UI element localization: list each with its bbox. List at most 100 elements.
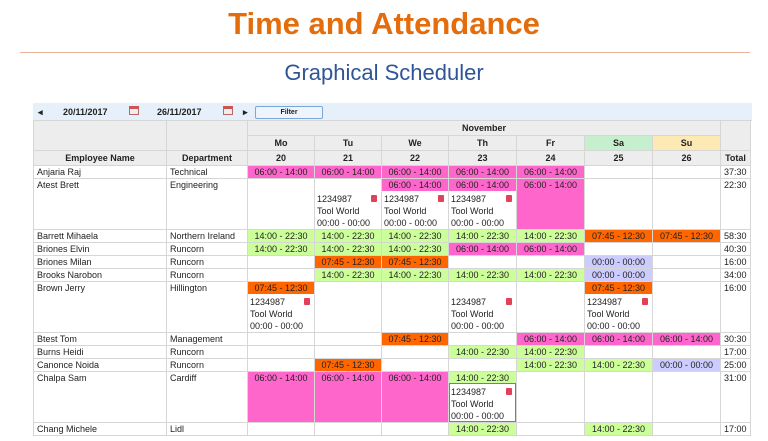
employee-name[interactable]: Barrett Mihaela <box>33 229 167 243</box>
start-calendar-icon[interactable] <box>129 106 139 115</box>
shift-block[interactable]: 00:00 - 00:00 <box>653 359 720 371</box>
shift-block[interactable]: 06:00 - 14:00 <box>248 372 314 384</box>
shift-block[interactable]: 14:00 - 22:30 <box>382 230 448 242</box>
table-row[interactable]: Anjaria Raj Technical 06:00 - 14:00 06:00 -… <box>33 165 751 179</box>
shift-cell[interactable]: 06:00 - 14:00 <box>516 178 585 230</box>
shift-block[interactable]: 14:00 - 22:30 <box>449 372 516 384</box>
shift-cell[interactable]: 1234987 Tool World 00:00 - 00:00 <box>448 281 517 333</box>
job-block[interactable]: 1234987 Tool World 00:00 - 00:00 <box>586 294 652 332</box>
shift-cell[interactable]: 1234987 Tool World 00:00 - 00:00 <box>314 178 382 230</box>
shift-cell[interactable]: 06:00 - 14:00 <box>247 165 315 179</box>
shift-block[interactable]: 06:00 - 14:00 <box>382 179 448 191</box>
shift-cell[interactable] <box>652 268 721 282</box>
shift-cell[interactable]: 14:00 - 22:30 <box>381 242 449 256</box>
employee-name[interactable]: Burns Heidi <box>33 345 167 359</box>
shift-cell[interactable] <box>247 332 315 346</box>
shift-cell[interactable]: 06:00 - 14:00 <box>516 165 585 179</box>
shift-cell[interactable] <box>652 281 721 333</box>
employee-name[interactable]: Chang Michele <box>33 422 167 436</box>
shift-cell[interactable]: 00:00 - 00:00 <box>584 255 653 269</box>
employee-name[interactable]: Brown Jerry <box>33 281 167 333</box>
shift-cell[interactable] <box>516 281 585 333</box>
shift-cell[interactable]: 14:00 - 22:30 <box>448 229 517 243</box>
shift-cell[interactable]: 06:00 - 14:00 <box>381 165 449 179</box>
shift-block[interactable]: 07:45 - 12:30 <box>248 282 314 294</box>
table-row[interactable]: Btest Tom Management 07:45 - 12:30 06:00 - … <box>33 332 751 346</box>
shift-cell[interactable]: 07:45 - 12:30 <box>314 255 382 269</box>
shift-block[interactable]: 00:00 - 00:00 <box>585 269 652 281</box>
shift-block[interactable]: 14:00 - 22:30 <box>449 230 516 242</box>
shift-block[interactable]: 14:00 - 22:30 <box>315 269 381 281</box>
shift-cell[interactable] <box>247 178 315 230</box>
shift-cell[interactable] <box>381 422 449 436</box>
shift-cell[interactable] <box>584 165 653 179</box>
employee-name[interactable]: Btest Tom <box>33 332 167 346</box>
shift-block[interactable]: 06:00 - 14:00 <box>585 333 652 345</box>
shift-block[interactable]: 06:00 - 14:00 <box>315 166 381 178</box>
shift-cell[interactable]: 06:00 - 14:00 <box>516 332 585 346</box>
shift-block[interactable]: 14:00 - 22:30 <box>248 230 314 242</box>
job-block[interactable]: 1234987 Tool World 00:00 - 00:00 <box>249 294 314 332</box>
shift-cell[interactable]: 06:00 - 14:00 <box>448 165 517 179</box>
table-row[interactable]: Chang Michele Lidl 14:00 - 22:30 14:00 - 22… <box>33 422 751 436</box>
table-row[interactable]: Atest Brett Engineering 1234987 Tool World 0… <box>33 178 751 230</box>
shift-cell[interactable] <box>652 255 721 269</box>
shift-cell[interactable] <box>584 345 653 359</box>
shift-cell[interactable]: 07:45 - 12:30 1234987 Tool World 00:00 - 00… <box>584 281 653 333</box>
job-block[interactable]: 1234987 Tool World 00:00 - 00:00 <box>450 294 516 332</box>
shift-block[interactable]: 14:00 - 22:30 <box>449 346 516 358</box>
shift-block[interactable]: 14:00 - 22:30 <box>585 359 652 371</box>
shift-cell[interactable]: 07:45 - 12:30 1234987 Tool World 00:00 - 00… <box>247 281 315 333</box>
employee-name[interactable]: Chalpa Sam <box>33 371 167 423</box>
employee-name[interactable]: Canonce Noida <box>33 358 167 372</box>
shift-block[interactable]: 07:45 - 12:30 <box>653 230 720 242</box>
shift-cell[interactable] <box>314 422 382 436</box>
table-row[interactable]: Brooks Narobon Runcorn 14:00 - 22:30 14:00 … <box>33 268 751 282</box>
shift-cell[interactable] <box>652 422 721 436</box>
shift-block[interactable]: 14:00 - 22:30 <box>585 423 652 435</box>
employee-name[interactable]: Anjaria Raj <box>33 165 167 179</box>
delete-icon[interactable] <box>506 195 512 202</box>
table-row[interactable]: Canonce Noida Runcorn 07:45 - 12:30 14:00 -… <box>33 358 751 372</box>
shift-block[interactable]: 06:00 - 14:00 <box>449 179 516 191</box>
shift-cell[interactable]: 14:00 - 22:30 <box>516 345 585 359</box>
shift-cell[interactable]: 00:00 - 00:00 <box>652 358 721 372</box>
shift-cell[interactable] <box>247 345 315 359</box>
shift-cell[interactable]: 06:00 - 14:00 1234987 Tool World 00:00 - 00… <box>448 178 517 230</box>
shift-block[interactable]: 07:45 - 12:30 <box>585 282 652 294</box>
shift-cell[interactable]: 06:00 - 14:00 <box>584 332 653 346</box>
shift-cell[interactable] <box>381 281 449 333</box>
shift-cell[interactable] <box>448 255 517 269</box>
shift-block[interactable]: 14:00 - 22:30 <box>449 269 516 281</box>
shift-cell[interactable]: 06:00 - 14:00 <box>381 371 449 423</box>
shift-cell[interactable]: 07:45 - 12:30 <box>314 358 382 372</box>
department-header[interactable]: Department <box>166 150 248 166</box>
shift-cell[interactable]: 06:00 - 14:00 <box>516 242 585 256</box>
shift-cell[interactable]: 14:00 - 22:30 1234987 Tool World 00:00 - 00… <box>448 371 517 423</box>
shift-block[interactable]: 06:00 - 14:00 <box>449 243 516 255</box>
shift-cell[interactable] <box>584 371 653 423</box>
shift-cell[interactable]: 14:00 - 22:30 <box>314 242 382 256</box>
job-block[interactable]: 1234987 Tool World 00:00 - 00:00 <box>450 191 516 229</box>
shift-block[interactable]: 06:00 - 14:00 <box>382 166 448 178</box>
shift-block[interactable]: 06:00 - 14:00 <box>653 333 720 345</box>
shift-cell[interactable]: 06:00 - 14:00 <box>652 332 721 346</box>
shift-cell[interactable] <box>381 358 449 372</box>
end-calendar-icon[interactable] <box>223 106 233 115</box>
end-date-field[interactable]: 26/11/2017 <box>157 107 202 117</box>
job-block[interactable]: 1234987 Tool World 00:00 - 00:00 <box>316 191 381 229</box>
shift-cell[interactable]: 07:45 - 12:30 <box>381 255 449 269</box>
shift-block[interactable]: 07:45 - 12:30 <box>382 333 448 345</box>
shift-block[interactable]: 14:00 - 22:30 <box>449 423 516 435</box>
shift-block[interactable]: 00:00 - 00:00 <box>585 256 652 268</box>
table-row[interactable]: Barrett Mihaela Northern Ireland 14:00 - 2… <box>33 229 751 243</box>
shift-cell[interactable] <box>652 242 721 256</box>
prev-week-button[interactable]: ◂ <box>38 107 43 117</box>
shift-cell[interactable]: 14:00 - 22:30 <box>516 229 585 243</box>
table-row[interactable]: Burns Heidi Runcorn 14:00 - 22:30 14:00 - 2… <box>33 345 751 359</box>
employee-name[interactable]: Brooks Narobon <box>33 268 167 282</box>
shift-block[interactable]: 14:00 - 22:30 <box>382 243 448 255</box>
delete-icon[interactable] <box>304 298 310 305</box>
next-week-button[interactable]: ▸ <box>243 107 248 117</box>
shift-block[interactable]: 07:45 - 12:30 <box>585 230 652 242</box>
